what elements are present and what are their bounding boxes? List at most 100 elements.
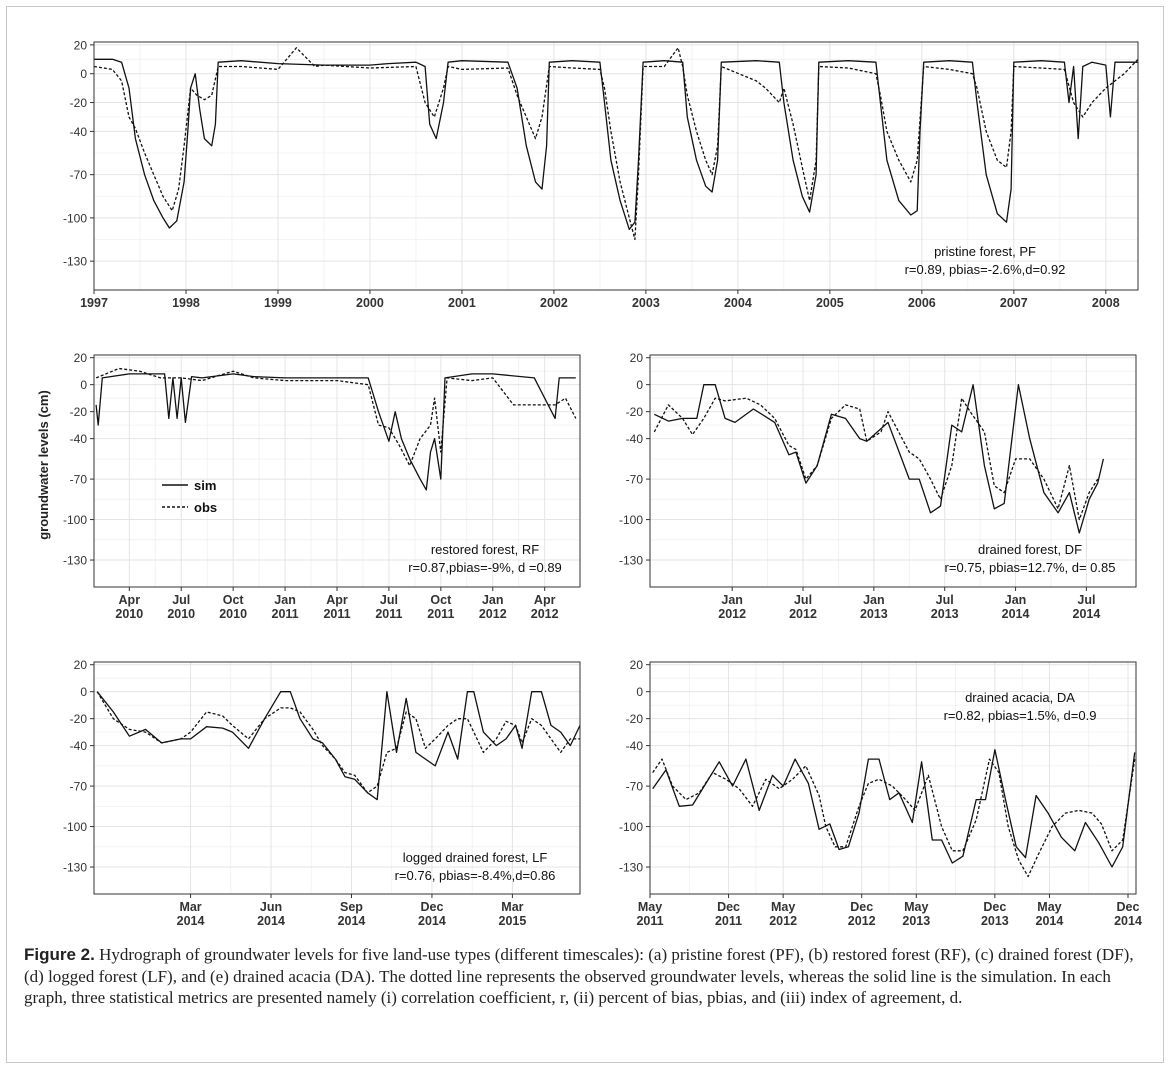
x-tick-label: Jul: [794, 593, 812, 607]
y-tick-label: -100: [63, 820, 87, 834]
y-tick-label: -100: [619, 513, 643, 527]
x-tick-label-year: 2011: [323, 607, 350, 621]
x-tick-label: Apr: [326, 593, 348, 607]
x-tick-label: 1999: [264, 296, 292, 310]
x-tick-label: May: [771, 900, 795, 914]
y-tick-label: 0: [80, 378, 87, 392]
x-tick-label-year: 2015: [499, 914, 527, 928]
y-axis-label: groundwater levels (cm): [36, 390, 51, 540]
legend-sim-label: sim: [194, 478, 216, 493]
chart-da: 200-20-40-70-100-130May2011Dec2011May201…: [619, 658, 1142, 928]
legend: sim obs: [162, 478, 217, 515]
x-tick-label: Sep: [340, 900, 363, 914]
x-tick-label: Apr: [534, 593, 556, 607]
annotation-line: drained forest, DF: [978, 542, 1082, 557]
y-tick-label: 20: [74, 351, 88, 365]
x-tick-label: 2008: [1092, 296, 1120, 310]
legend-obs-label: obs: [194, 500, 217, 515]
y-tick-label: -40: [70, 739, 88, 753]
x-tick-label-year: 2011: [636, 914, 663, 928]
y-tick-label: -70: [70, 780, 88, 794]
y-tick-label: 20: [630, 658, 644, 672]
series-sim-line: [654, 384, 1105, 534]
x-tick-label: Dec: [717, 900, 740, 914]
x-tick-label-year: 2014: [1073, 607, 1101, 621]
series-obs-line: [96, 691, 580, 794]
plot-border: [93, 354, 581, 588]
y-tick-label: 0: [80, 685, 87, 699]
y-tick-label: -100: [63, 513, 87, 527]
x-tick-label: Jul: [1077, 593, 1095, 607]
x-tick-label: 2004: [724, 296, 752, 310]
y-tick-label: -70: [626, 473, 644, 487]
x-tick-label-year: 2014: [418, 914, 446, 928]
y-tick-label: -20: [70, 712, 88, 726]
y-tick-label: -130: [63, 861, 87, 875]
y-tick-label: -20: [70, 96, 88, 110]
x-tick-label-year: 2013: [902, 914, 930, 928]
series-obs-line: [95, 367, 577, 467]
annotation-line: r=0.82, pbias=1.5%, d=0.9: [944, 708, 1097, 723]
figure-frame: [6, 6, 1164, 1063]
plot-border: [649, 354, 1137, 588]
x-tick-label: Dec: [420, 900, 443, 914]
plot-area: [650, 662, 1136, 894]
x-tick-label: 2001: [448, 296, 476, 310]
series-obs-line: [652, 758, 1136, 878]
y-tick-label: -40: [70, 432, 88, 446]
y-tick-label: 20: [630, 351, 644, 365]
x-tick-label-year: 2014: [338, 914, 366, 928]
x-tick-label: 2003: [632, 296, 660, 310]
annotation-line: drained acacia, DA: [965, 690, 1075, 705]
y-tick-label: -130: [619, 861, 643, 875]
y-tick-label: 20: [74, 658, 88, 672]
x-tick-label: 2000: [356, 296, 384, 310]
annotation-line: logged drained forest, LF: [403, 850, 548, 865]
plot-area: [94, 662, 580, 894]
y-tick-label: 0: [636, 378, 643, 392]
x-tick-label-year: 2011: [427, 607, 454, 621]
x-tick-label: Jan: [274, 593, 296, 607]
x-tick-label: 1997: [80, 296, 108, 310]
plot-area: [94, 42, 1138, 290]
x-tick-label: Jul: [172, 593, 190, 607]
x-tick-label-year: 2014: [1114, 914, 1142, 928]
y-tick-label: -20: [70, 405, 88, 419]
y-tick-label: -40: [626, 432, 644, 446]
annotation-line: r=0.89, pbias=-2.6%,d=0.92: [905, 262, 1066, 277]
annotation-line: r=0.75, pbias=12.7%, d= 0.85: [945, 560, 1116, 575]
x-tick-label: Mar: [501, 900, 523, 914]
y-tick-label: -20: [626, 405, 644, 419]
x-tick-label-year: 2014: [1002, 607, 1030, 621]
series-sim-line: [95, 373, 576, 491]
x-tick-label-year: 2010: [115, 607, 143, 621]
plot-border: [93, 41, 1139, 291]
x-tick-label: 2006: [908, 296, 936, 310]
y-tick-label: -70: [626, 780, 644, 794]
x-tick-label: Dec: [850, 900, 873, 914]
x-tick-label: 2005: [816, 296, 844, 310]
x-tick-label: May: [1037, 900, 1061, 914]
plot-area: [650, 355, 1136, 587]
x-tick-label: Dec: [1117, 900, 1140, 914]
x-tick-label: May: [638, 900, 662, 914]
caption-label: Figure 2.: [24, 945, 95, 964]
y-tick-label: 0: [636, 685, 643, 699]
y-tick-label: -130: [63, 554, 87, 568]
x-tick-label: Mar: [179, 900, 201, 914]
figure-caption: Figure 2. Hydrograph of groundwater leve…: [24, 944, 1144, 1009]
x-tick-label: Oct: [223, 593, 245, 607]
x-tick-label: May: [904, 900, 928, 914]
x-tick-label-year: 2013: [931, 607, 959, 621]
x-tick-label: Jan: [863, 593, 885, 607]
x-tick-label-year: 2014: [177, 914, 205, 928]
x-tick-label-year: 2014: [1036, 914, 1064, 928]
plot-border: [649, 661, 1137, 895]
series-obs-line: [653, 397, 1099, 521]
x-tick-label-year: 2012: [479, 607, 507, 621]
x-tick-label-year: 2012: [718, 607, 746, 621]
chart-pf: 20 0 -20 -40 -70 -100 -130 1997 1998 1999 2000 2001…: [63, 38, 1139, 310]
annotation-line: pristine forest, PF: [934, 244, 1036, 259]
y-tick-label: -100: [63, 211, 87, 225]
